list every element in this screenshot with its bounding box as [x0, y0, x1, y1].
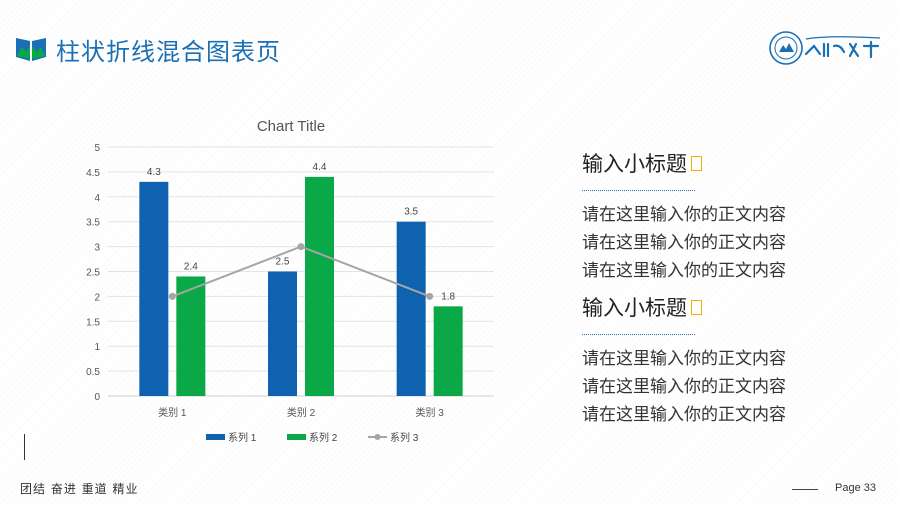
section-title: 输入小标题 — [582, 296, 687, 320]
data-label: 4.3 — [147, 167, 161, 178]
body-text: 请在这里输入你的正文内容 — [582, 233, 786, 253]
data-label: 2.5 — [276, 257, 290, 268]
data-label: 3.5 — [404, 207, 418, 218]
y-tick-label: 3 — [94, 243, 100, 254]
y-tick-label: 2.5 — [86, 268, 100, 279]
x-tick-label: 类别 2 — [287, 406, 316, 419]
bar-line-chart: Chart Title 0 0.5 1 1.5 2 2.5 3 3.5 4 4.5 5 类别 1 4.3 2… — [86, 118, 494, 444]
body-text: 请在这里输入你的正文内容 — [582, 377, 786, 397]
chart-title: Chart Title — [257, 118, 325, 135]
legend-swatch — [287, 434, 306, 440]
legend-label: 系列 2 — [309, 431, 338, 444]
bar — [268, 271, 297, 396]
divider — [582, 190, 695, 191]
y-tick-label: 5 — [94, 143, 100, 154]
page-title: 柱状折线混合图表页 — [56, 38, 281, 66]
section-title: 输入小标题 — [582, 152, 687, 176]
x-tick-label: 类别 1 — [158, 406, 187, 419]
footer-motto: 团结 奋进 重道 精业 — [20, 482, 139, 496]
line-point — [297, 243, 305, 251]
body-text: 请在这里输入你的正文内容 — [582, 261, 786, 281]
school-logo — [769, 31, 881, 65]
body-text: 请在这里输入你的正文内容 — [582, 205, 786, 225]
page-number: Page 33 — [835, 482, 876, 494]
bar — [396, 221, 426, 396]
footer-divider — [792, 489, 818, 490]
x-tick-label: 类别 3 — [415, 406, 444, 419]
divider — [582, 334, 695, 335]
square-marker-icon — [691, 155, 702, 171]
y-tick-label: 0.5 — [86, 367, 100, 378]
book-mountain-icon — [16, 38, 46, 61]
bar — [305, 176, 334, 396]
y-tick-label: 4 — [94, 193, 100, 204]
y-tick-label: 0 — [94, 392, 100, 403]
side-section-1: 输入小标题 请在这里输入你的正文内容 请在这里输入你的正文内容 请在这里输入你的… — [582, 148, 882, 285]
y-tick-label: 2 — [94, 292, 100, 303]
body-text: 请在这里输入你的正文内容 — [582, 349, 786, 369]
line-point — [168, 292, 176, 300]
line-point — [426, 292, 434, 300]
y-tick-label: 4.5 — [86, 168, 100, 179]
data-label: 4.4 — [313, 162, 327, 173]
y-tick-label: 1 — [94, 342, 100, 353]
footer-accent-bar — [24, 434, 25, 460]
y-tick-label: 3.5 — [86, 218, 100, 229]
legend-swatch — [206, 434, 225, 440]
bar — [433, 306, 463, 396]
legend-label: 系列 3 — [390, 431, 419, 444]
bar — [139, 181, 169, 396]
square-marker-icon — [691, 299, 702, 315]
data-label: 1.8 — [441, 291, 455, 302]
side-section-2: 输入小标题 请在这里输入你的正文内容 请在这里输入你的正文内容 请在这里输入你的… — [582, 292, 882, 429]
legend-swatch — [374, 434, 381, 440]
y-tick-label: 1.5 — [86, 317, 100, 328]
legend-label: 系列 1 — [228, 431, 257, 444]
bar — [176, 276, 206, 396]
body-text: 请在这里输入你的正文内容 — [582, 405, 786, 425]
data-label: 2.4 — [184, 261, 198, 272]
